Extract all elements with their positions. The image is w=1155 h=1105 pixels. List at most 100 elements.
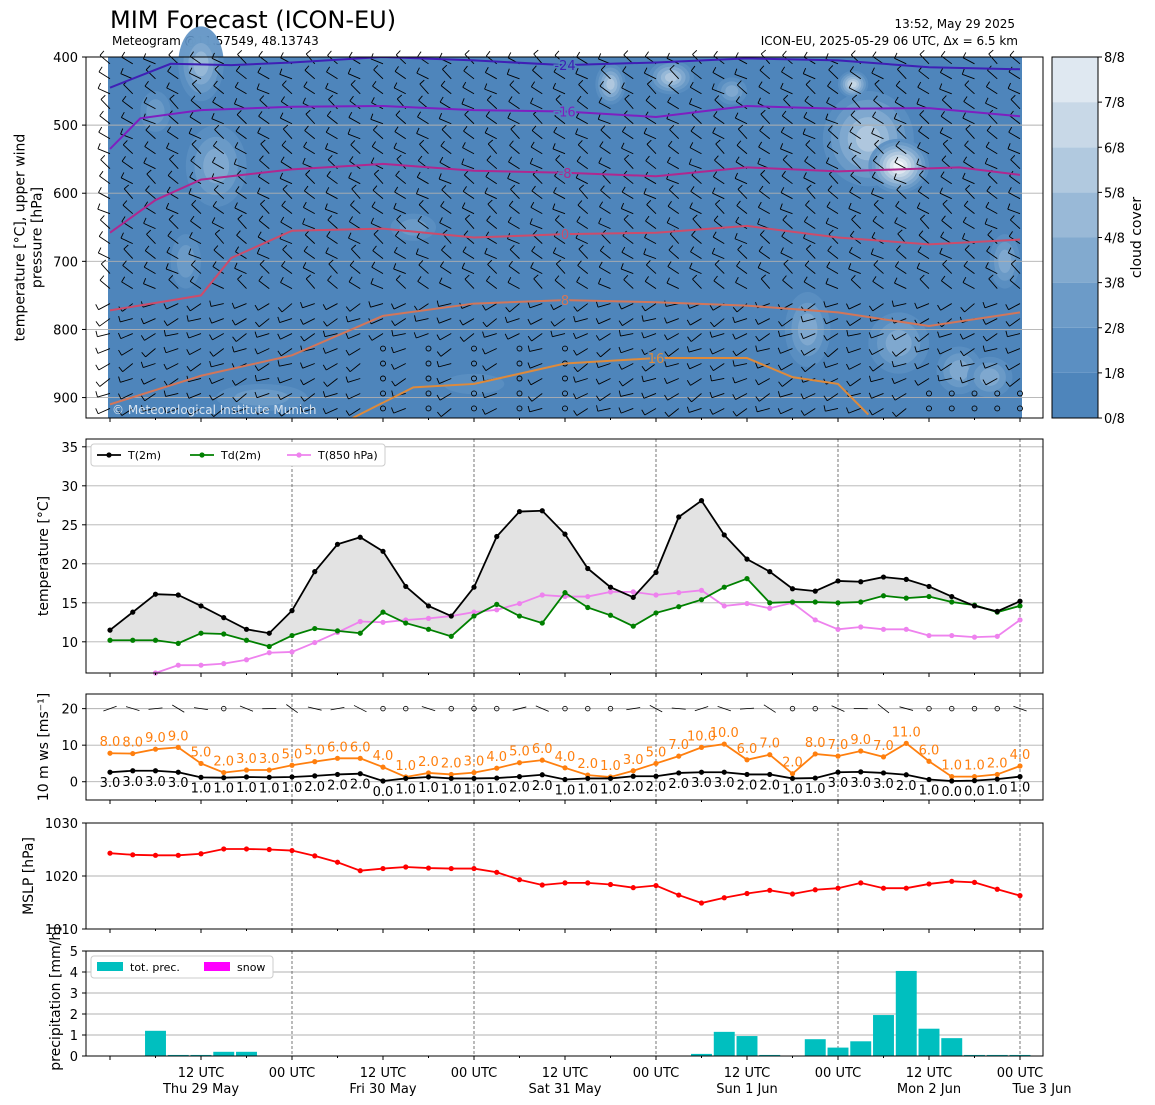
data-point <box>243 767 250 773</box>
wind-barb <box>689 163 702 170</box>
wind-barb <box>234 147 247 155</box>
wind-barb <box>713 176 725 185</box>
data-point <box>312 773 318 779</box>
wind-barb <box>279 318 293 323</box>
wind-barb-flag <box>418 260 424 266</box>
wind-barb <box>576 221 588 230</box>
wind-barb <box>624 158 634 170</box>
wind-barb-flag <box>348 232 352 239</box>
wind-barb-flag <box>777 347 781 354</box>
wind-barb <box>282 128 293 140</box>
wind-barb <box>644 280 657 289</box>
wind-barb <box>736 408 748 417</box>
wind-barb-flag <box>755 362 759 369</box>
wind-barb <box>350 204 361 214</box>
data-point <box>494 775 500 781</box>
wind-barb <box>826 162 839 170</box>
wind-barb-flag <box>97 203 101 210</box>
wind-barb-flag <box>350 200 355 206</box>
wind-barb <box>757 318 770 325</box>
wind-barb-flag <box>760 109 766 115</box>
wind-barb <box>396 158 407 170</box>
wind-barb <box>894 162 907 170</box>
wind-barb-flag <box>825 217 829 224</box>
wind-barb-flag <box>960 307 965 313</box>
wind-barb <box>645 100 657 110</box>
wind-barb-flag <box>850 230 855 237</box>
data-point <box>198 630 204 636</box>
wind-barb <box>257 132 270 140</box>
wind-barb <box>985 378 998 386</box>
wind-barb <box>554 175 566 185</box>
isotherm-line <box>109 299 1021 406</box>
wind-barb-flag <box>986 245 991 252</box>
wind-barb <box>348 117 361 125</box>
wind-barb-flag <box>189 171 194 178</box>
data-label: 3.0 <box>259 752 280 767</box>
wind-barb-flag <box>986 125 992 131</box>
wind-barb-flag <box>553 66 558 73</box>
wind-barb-flag <box>143 157 147 164</box>
wind-barb-flag <box>668 80 673 86</box>
data-label: 3.0 <box>122 775 143 790</box>
wind-barb-flag <box>870 248 874 255</box>
wind-barb <box>848 87 861 95</box>
wind-barb <box>759 130 771 140</box>
wind-barb <box>189 280 202 289</box>
wind-barb <box>691 114 702 125</box>
wind-barb-flag <box>873 95 878 101</box>
data-point <box>198 851 204 857</box>
data-point <box>789 771 796 777</box>
data-point <box>880 885 887 891</box>
wind-barb-flag <box>256 247 261 254</box>
calm-wind-circle <box>948 390 955 397</box>
wind-barb <box>894 57 907 65</box>
wind-barb <box>486 280 498 289</box>
data-point <box>289 649 295 655</box>
wind-barb-flag <box>618 346 622 353</box>
wind-barb-flag <box>709 304 714 311</box>
wind-barb <box>280 333 293 340</box>
x-tick-label: 12 UTC <box>360 1066 406 1081</box>
wind-barb <box>918 333 930 342</box>
wind-barb-flag <box>914 302 918 309</box>
wind-barb-flag <box>371 97 375 103</box>
data-point <box>835 578 841 584</box>
wind-barb <box>257 253 270 260</box>
wind-barb-flag <box>849 66 854 72</box>
wind-barb <box>780 192 793 200</box>
data-point <box>676 892 682 898</box>
wind-barb-flag <box>916 202 921 209</box>
wind-barb-flag <box>391 320 396 326</box>
x-tick-label: 12 UTC <box>178 1066 224 1081</box>
wind-barb <box>850 279 862 289</box>
wind-barb <box>484 88 497 95</box>
wind-barb-flag <box>759 230 765 236</box>
wind-barb-flag <box>485 171 490 177</box>
wind-barb-flag <box>596 405 599 412</box>
wind-barb <box>717 705 731 712</box>
wind-barb <box>307 706 322 711</box>
wind-barb-flag <box>895 140 900 147</box>
calm-wind-circle <box>926 705 932 712</box>
wind-barb-flag <box>827 81 832 87</box>
wind-barb <box>712 408 725 415</box>
wind-barb <box>166 251 179 260</box>
data-label: 6.0 <box>532 742 553 757</box>
wind-barb-flag <box>348 172 352 178</box>
data-point <box>926 776 932 783</box>
wind-barb-flag <box>939 127 944 134</box>
wind-barb-flag <box>757 218 761 225</box>
temp-ylabel: temperature [°C] <box>36 496 52 616</box>
legend-marker <box>199 452 205 458</box>
wind-barb <box>507 282 520 289</box>
wind-barb-flag <box>415 248 419 255</box>
wind-barb <box>1007 88 1021 95</box>
cloud-patch <box>885 329 912 357</box>
wind-barb <box>189 237 202 245</box>
wind-barb-flag <box>461 262 465 269</box>
wind-barb-flag <box>964 244 970 250</box>
data-point <box>607 612 614 618</box>
wind-barb <box>348 393 361 400</box>
data-label: 2.0 <box>509 781 530 796</box>
